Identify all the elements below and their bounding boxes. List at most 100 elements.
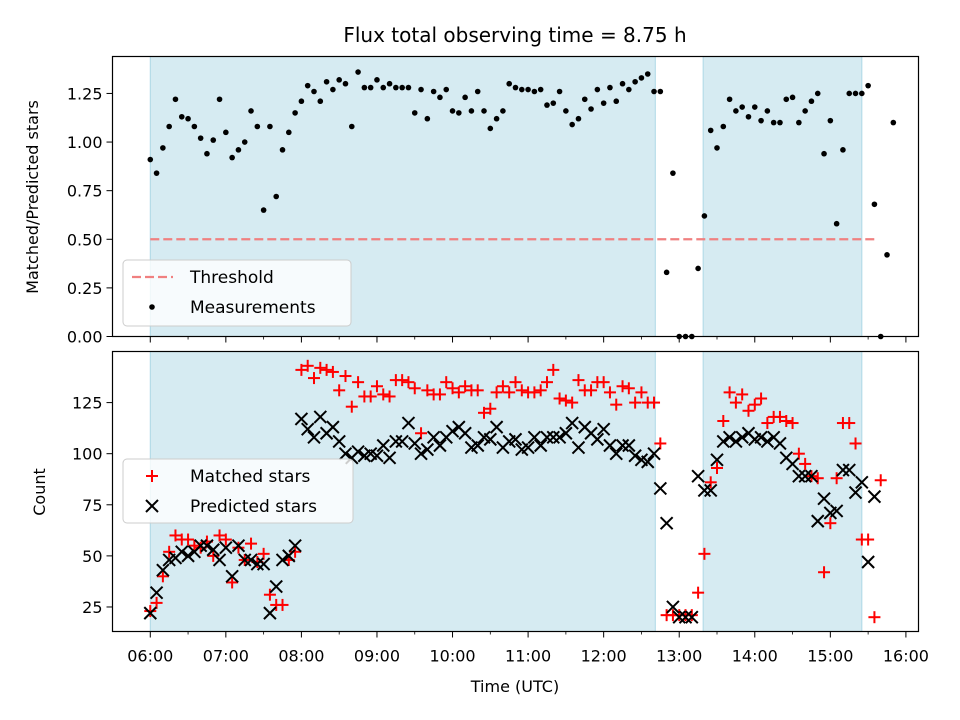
matched-star-point: [188, 539, 201, 552]
measurement-point: [644, 71, 651, 77]
measurement-point: [430, 88, 437, 95]
ratio-panel-frame: [111, 55, 920, 338]
count-panel-frame: [111, 350, 920, 633]
matched-star-point: [692, 586, 705, 599]
measurement-point: [840, 147, 846, 153]
predicted-star-point: [263, 606, 277, 620]
matched-star-point: [370, 380, 383, 393]
x-tick-label: 13:00: [656, 647, 702, 666]
measurement-point: [437, 94, 443, 101]
measurement-point: [739, 104, 745, 110]
matched-star-point: [742, 404, 755, 417]
matched-star-point: [515, 384, 528, 397]
matched-star-point: [736, 388, 749, 401]
matched-star-point: [402, 376, 415, 389]
predicted-star-point: [867, 489, 882, 504]
predicted-star-point: [269, 579, 283, 594]
predicted-star-point: [219, 540, 233, 555]
predicted-star-point: [703, 483, 718, 498]
matched-star-point: [301, 359, 314, 372]
x-tick-label: 11:00: [505, 647, 551, 666]
measurement-point: [569, 121, 575, 128]
matched-star-point: [528, 386, 541, 399]
measurement-point: [443, 86, 450, 93]
measurement-point: [525, 86, 531, 93]
matched-star-point: [862, 533, 875, 546]
matched-star-point: [547, 363, 560, 376]
measurement-point: [342, 80, 349, 87]
measurement-point: [216, 96, 223, 103]
measurement-point: [185, 115, 191, 122]
matched-star-point: [345, 400, 358, 413]
count-panel: 06:00 07:00 08:00 09:00 10:00 11:00 12:00 13:00…: [30, 350, 929, 696]
measurement-point: [581, 96, 588, 103]
measurement-point: [241, 139, 248, 145]
measurement-point: [550, 100, 557, 106]
matched-star-point: [326, 365, 339, 378]
matched-star-point: [459, 380, 472, 393]
measurement-point: [663, 269, 670, 276]
matched-star-point: [433, 388, 446, 401]
measurement-point: [374, 77, 380, 83]
measurement-point: [462, 94, 468, 101]
matched-star-point: [553, 392, 566, 405]
predicted-star-point: [590, 432, 605, 447]
measurement-point: [481, 108, 487, 114]
matched-star-point: [830, 472, 843, 485]
matched-star-point: [780, 414, 793, 427]
measurement-point: [701, 213, 708, 219]
measurement-point: [890, 119, 897, 126]
measurement-point: [575, 115, 582, 122]
bot-observing-band-1: [702, 351, 863, 632]
predicted-star-point: [855, 475, 869, 490]
matched-star-point: [471, 384, 484, 397]
predicted-star-point: [754, 430, 768, 445]
predicted-star-point: [659, 516, 674, 530]
matched-star-point: [352, 376, 365, 389]
matched-star-point: [629, 396, 642, 409]
legend-matched-label: Matched stars: [190, 467, 310, 487]
predicted-star-point: [848, 485, 863, 500]
predicted-star-point: [313, 410, 328, 424]
matched-star-point: [717, 414, 730, 427]
measurement-point: [814, 90, 821, 97]
x-tick-label: 09:00: [354, 647, 400, 666]
matched-star-point: [333, 384, 346, 397]
matched-star-point: [364, 390, 377, 403]
measurement-point: [267, 123, 273, 130]
measurement-point: [204, 150, 210, 157]
predicted-star-point: [489, 420, 504, 434]
predicted-star-point: [641, 455, 655, 469]
matched-star-point: [761, 417, 774, 430]
predicted-star-point: [225, 569, 239, 584]
measurement-point: [355, 69, 361, 75]
predicted-star-point: [282, 549, 296, 563]
matched-star-point: [295, 363, 308, 376]
bot-y-tick-label: 75: [82, 496, 102, 515]
measurement-point: [544, 102, 550, 108]
measurement-point: [859, 90, 865, 97]
matched-star-point: [572, 374, 585, 387]
matched-star-point: [484, 402, 497, 415]
predicted-star-point: [817, 491, 831, 506]
measurement-point: [764, 108, 771, 114]
measurement-point: [537, 86, 544, 93]
measurement-point: [248, 108, 254, 114]
measurement-point: [506, 80, 513, 87]
measurement-point: [380, 84, 387, 91]
measurement-point: [802, 108, 808, 114]
ratio-panel-ylabel: Matched/Predicted stars: [23, 100, 42, 294]
measurement-point: [279, 147, 286, 153]
matched-star-point: [276, 598, 289, 611]
matched-star-point: [182, 533, 195, 546]
predicted-star-point: [212, 553, 227, 567]
measurement-point: [393, 84, 399, 91]
x-axis-label: Time (UTC): [470, 677, 559, 696]
matched-star-point: [308, 372, 320, 385]
measurement-point: [197, 135, 204, 141]
matched-star-point: [320, 363, 333, 376]
x-tick-label: 16:00: [883, 647, 929, 666]
measurement-point: [884, 252, 890, 258]
predicted-star-point: [710, 453, 724, 467]
